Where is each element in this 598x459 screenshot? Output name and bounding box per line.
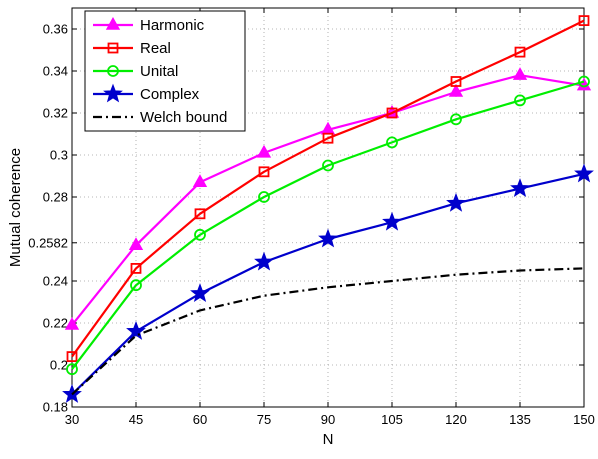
legend-label: Harmonic — [140, 17, 205, 34]
legend-entry: Complex — [93, 83, 200, 103]
data-point — [258, 191, 270, 203]
y-tick-label: 0.3 — [50, 148, 68, 163]
data-point — [194, 228, 206, 241]
legend-swatch-marker — [107, 65, 119, 77]
data-point — [256, 144, 272, 158]
legend-label: Real — [140, 40, 171, 57]
data-point — [448, 83, 464, 97]
x-tick-label: 105 — [381, 412, 403, 427]
y-tick-label: 0.32 — [43, 106, 68, 121]
legend-label: Complex — [140, 86, 200, 103]
data-point — [450, 113, 462, 126]
legend-entry: Harmonic — [93, 16, 205, 34]
series-unital — [66, 75, 590, 376]
data-point — [510, 178, 530, 198]
data-point — [64, 317, 80, 330]
data-point — [322, 159, 334, 172]
legend-entry: Unital — [93, 63, 178, 80]
data-point — [66, 363, 78, 376]
legend-swatch-marker — [107, 42, 119, 54]
series-harmonic — [64, 67, 592, 330]
y-tick-label: 0.2 — [50, 358, 68, 373]
x-tick-label: 75 — [257, 412, 271, 427]
legend-entry: Welch bound — [93, 109, 227, 126]
data-point — [446, 192, 466, 212]
series-line — [71, 267, 585, 396]
y-tick-label: 0.2582 — [28, 235, 68, 250]
y-tick-label: 0.24 — [43, 274, 68, 289]
x-tick-label: 135 — [509, 412, 531, 427]
data-point — [450, 76, 462, 87]
x-tick-label: 120 — [445, 412, 467, 427]
y-tick-label: 0.36 — [43, 22, 68, 37]
legend-swatch-marker — [105, 16, 121, 30]
data-point — [382, 211, 402, 231]
series-group — [62, 15, 594, 403]
data-point — [318, 228, 338, 248]
x-tick-label: 60 — [193, 412, 207, 427]
data-point — [130, 262, 142, 274]
legend-label: Unital — [140, 63, 178, 80]
data-point — [512, 67, 528, 80]
data-point — [576, 77, 592, 91]
data-point — [578, 75, 590, 88]
data-point — [514, 46, 526, 58]
data-point — [514, 94, 526, 107]
y-tick-label: 0.22 — [43, 316, 68, 331]
data-point — [578, 15, 590, 27]
series-line — [71, 19, 585, 358]
data-point — [322, 132, 334, 144]
x-tick-label: 90 — [321, 412, 335, 427]
grid-lines — [72, 8, 584, 407]
data-point — [190, 283, 210, 303]
x-tick-label: 150 — [573, 412, 595, 427]
legend-swatch-marker — [103, 83, 123, 103]
legend-entry: Real — [93, 40, 171, 57]
data-point — [254, 251, 274, 271]
data-point — [386, 107, 398, 119]
legend-label: Welch bound — [140, 109, 227, 126]
data-point — [386, 136, 398, 149]
legend-box — [84, 10, 246, 132]
y-tick-label: 0.18 — [43, 400, 68, 415]
x-axis-title: N — [323, 431, 334, 448]
series-real — [66, 15, 590, 363]
data-point — [128, 237, 144, 250]
data-point — [192, 174, 208, 187]
axes: 30 45 60 75 90 105 120 135 150 0.18 0.2 0.22 0.24 0.2… — [28, 7, 595, 427]
data-point — [574, 163, 594, 183]
series-welch-bound — [71, 267, 585, 396]
data-point — [194, 208, 206, 220]
series-line — [71, 80, 585, 370]
data-point — [126, 320, 146, 340]
data-point — [258, 166, 270, 178]
y-axis-title: Mutual coherence — [7, 148, 24, 267]
legend: Harmonic Real Unital Complex Welch bound — [84, 10, 246, 132]
data-point — [66, 351, 78, 363]
y-tick-label: 0.28 — [43, 190, 68, 205]
x-tick-label: 30 — [65, 412, 79, 427]
data-point — [130, 279, 142, 292]
x-tick-label: 45 — [129, 412, 143, 427]
y-tick-label: 0.34 — [43, 64, 68, 79]
